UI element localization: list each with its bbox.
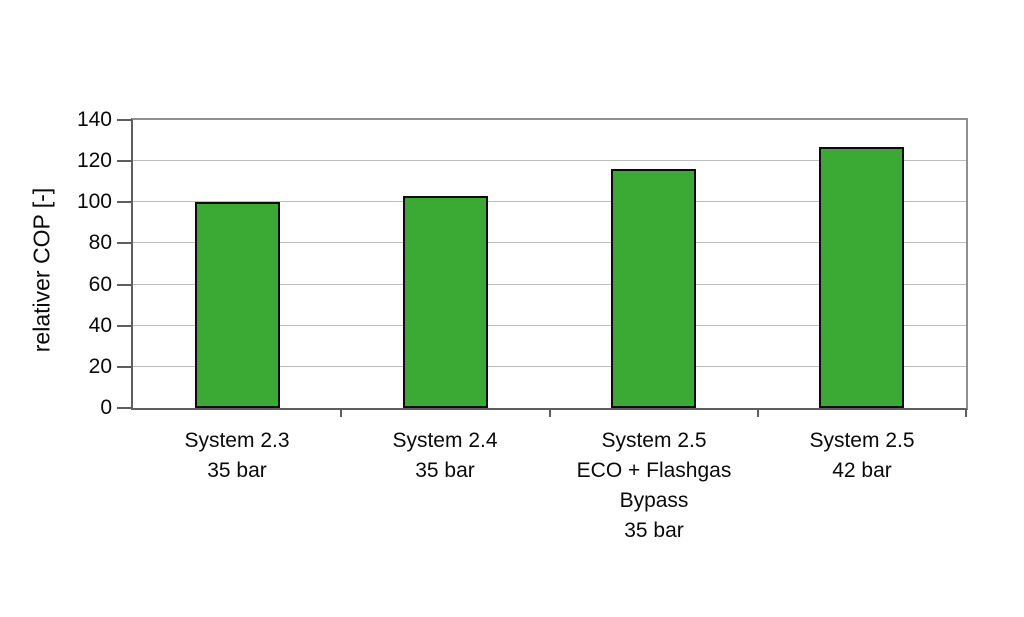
y-tick-mark: [117, 119, 131, 121]
y-tick-mark: [117, 242, 131, 245]
x-category-label: System 2.5 42 bar: [752, 426, 972, 486]
plot-area: [131, 118, 968, 410]
x-category-label-line: System 2.5: [809, 429, 915, 452]
y-tick-label: 40: [88, 313, 112, 337]
gridline: [133, 201, 966, 203]
y-tick-label: 100: [76, 190, 112, 214]
x-category-label-line: 35 bar: [624, 519, 684, 542]
gridline: [133, 283, 966, 285]
x-category-label-line: 42 bar: [832, 459, 892, 482]
x-category-label-line: Bypass: [619, 489, 689, 512]
gridline: [133, 242, 966, 244]
x-category-label-line: System 2.3: [184, 429, 290, 452]
x-category-label-line: System 2.5: [601, 429, 707, 452]
y-tick-label: 0: [100, 396, 112, 419]
y-tick-label: 80: [88, 231, 112, 255]
x-category-label-line: 35 bar: [415, 459, 475, 482]
x-tick-mark: [965, 410, 967, 417]
bar: [403, 196, 488, 408]
gridline: [133, 160, 966, 162]
y-tick-mark: [117, 201, 131, 204]
y-tick-label: 20: [88, 354, 112, 378]
y-tick-mark: [117, 324, 131, 327]
x-tick-mark: [340, 410, 342, 417]
x-tick-mark: [757, 410, 759, 417]
y-tick-label: 60: [88, 272, 112, 296]
y-tick-mark: [117, 365, 131, 368]
gridline: [133, 365, 966, 367]
y-tick-label: 120: [76, 149, 112, 173]
x-tick-mark: [549, 410, 551, 417]
x-category-label: System 2.5 ECO + Flashgas Bypass 35 bar: [544, 426, 764, 546]
x-category-label-line: 35 bar: [207, 459, 267, 482]
x-category-label: System 2.4 35 bar: [335, 426, 555, 486]
x-category-label-line: System 2.4: [392, 429, 498, 452]
x-category-label: System 2.3 35 bar: [127, 426, 347, 486]
gridline: [133, 324, 966, 326]
bar: [195, 202, 280, 408]
x-category-label-line: ECO + Flashgas: [576, 459, 732, 482]
y-tick-label: 140: [76, 108, 112, 131]
y-tick-mark: [117, 283, 131, 286]
bar: [819, 147, 904, 408]
y-tick-mark: [117, 407, 131, 409]
y-tick-mark: [117, 160, 131, 163]
bar: [611, 169, 696, 408]
